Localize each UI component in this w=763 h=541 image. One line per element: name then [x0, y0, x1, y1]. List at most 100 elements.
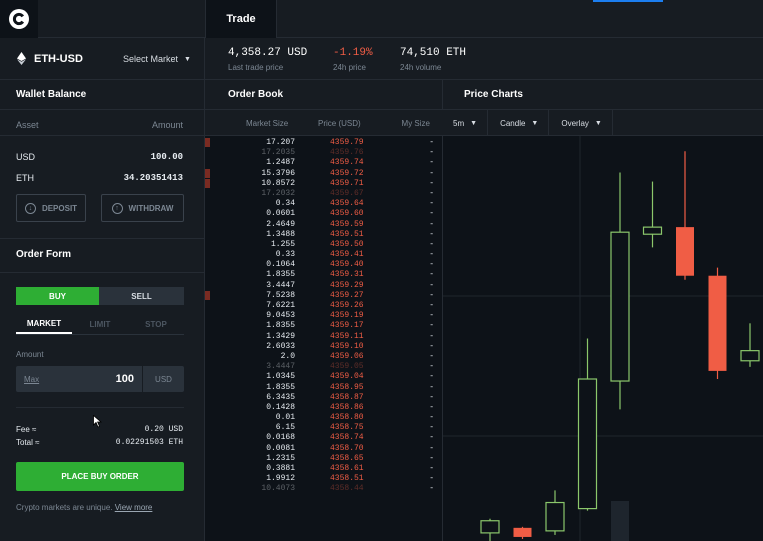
order-book-row[interactable]: 7.5238 4359.27 -: [205, 290, 443, 300]
tab-limit[interactable]: LIMIT: [89, 320, 111, 329]
row-my-size: -: [429, 464, 434, 473]
order-book-row[interactable]: 0.0168 4358.74 -: [205, 432, 443, 442]
wallet-divider: [0, 135, 205, 136]
order-book-row[interactable]: 3.4447 4359.05 -: [205, 361, 443, 371]
row-my-size: -: [429, 474, 434, 484]
row-my-size: -: [429, 148, 434, 158]
order-book-row[interactable]: 1.3429 4359.11 -: [205, 331, 443, 341]
row-price: 4359.04: [330, 372, 364, 382]
view-more-link[interactable]: View more: [114, 503, 153, 512]
row-my-size: -: [429, 392, 434, 402]
row-market-size: 1.8355: [266, 270, 295, 280]
order-book-row[interactable]: 6.15 4358.75 -: [205, 422, 443, 432]
order-book-row[interactable]: 2.6033 4359.10 -: [205, 341, 443, 351]
row-price: 4359.17: [330, 321, 364, 331]
row-price: 4358.44: [330, 484, 364, 494]
order-book-row[interactable]: 0.0081 4358.70 -: [205, 443, 443, 453]
order-book-row[interactable]: 9.0453 4359.19 -: [205, 310, 443, 320]
price-charts-panel: 5m ▼ Candle ▼ Overlay ▼: [443, 110, 763, 541]
row-price: 4359.72: [330, 168, 364, 178]
order-book-row[interactable]: 17.2032 4359.67 -: [205, 188, 443, 198]
usd-amount: 100.00: [150, 152, 183, 162]
order-book-row[interactable]: 1.2487 4359.74 -: [205, 157, 443, 167]
order-form-title-divider: [0, 272, 205, 273]
select-market-button[interactable]: Select Market ▼: [123, 54, 191, 64]
row-market-size: 1.255: [270, 239, 295, 249]
order-book-row[interactable]: 0.1064 4359.40 -: [205, 259, 443, 269]
row-market-size: 2.0: [280, 351, 295, 361]
row-market-size: 17.207: [266, 138, 295, 147]
row-market-size: 10.4073: [261, 484, 295, 494]
sell-toggle[interactable]: SELL: [99, 287, 184, 305]
row-price: 4359.64: [330, 199, 364, 209]
order-book-row[interactable]: 0.01 4358.80 -: [205, 412, 443, 422]
amount-field[interactable]: Max 100 USD: [16, 366, 184, 392]
order-book-row[interactable]: 1.8355 4359.17 -: [205, 320, 443, 330]
order-book-row[interactable]: 1.8355 4359.31 -: [205, 269, 443, 279]
row-price: 4359.67: [330, 188, 364, 198]
eth-asset-label: ETH: [16, 173, 34, 183]
my-size-column: My Size: [401, 119, 430, 128]
order-book-row[interactable]: 15.3796 4359.72 -: [205, 168, 443, 178]
order-book-row[interactable]: 1.255 4359.50 -: [205, 239, 443, 249]
order-book-row[interactable]: 7.6221 4359.26 -: [205, 300, 443, 310]
buy-toggle[interactable]: BUY: [16, 287, 99, 305]
row-market-size: 0.3881: [266, 464, 295, 473]
row-price: 4359.31: [330, 270, 364, 280]
candle-body: [610, 231, 630, 382]
candlestick-chart[interactable]: [443, 136, 763, 541]
volume-bar: [611, 501, 629, 541]
order-book-row[interactable]: 2.4649 4359.59 -: [205, 219, 443, 229]
tab-trade[interactable]: Trade: [205, 0, 277, 38]
order-book-row[interactable]: 0.34 4359.64 -: [205, 198, 443, 208]
row-my-size: -: [429, 250, 434, 260]
order-book-row[interactable]: 6.3435 4358.87 -: [205, 392, 443, 402]
overlay-dropdown[interactable]: Overlay ▼: [549, 110, 613, 136]
row-price: 4359.10: [330, 341, 364, 351]
row-my-size: -: [429, 209, 434, 219]
order-book-row[interactable]: 17.207 4359.79 -: [205, 137, 443, 147]
chart-style-dropdown[interactable]: Candle ▼: [488, 110, 550, 136]
order-book-row[interactable]: 1.8355 4358.95 -: [205, 382, 443, 392]
price-column: Price (USD): [318, 119, 361, 128]
place-buy-order-button[interactable]: PLACE BUY ORDER: [16, 462, 184, 491]
coinbase-logo-icon[interactable]: [0, 0, 38, 38]
interval-label: 5m: [453, 118, 465, 128]
depth-bar: [205, 290, 210, 300]
order-book-row[interactable]: 0.0601 4359.60 -: [205, 208, 443, 218]
deposit-button[interactable]: ↓ DEPOSIT: [16, 194, 86, 222]
interval-dropdown[interactable]: 5m ▼: [443, 110, 489, 136]
row-my-size: -: [429, 270, 434, 280]
withdraw-button[interactable]: ↑ WITHDRAW: [101, 194, 184, 222]
order-book-row[interactable]: 1.0345 4359.04 -: [205, 371, 443, 381]
chevron-down-icon: ▼: [531, 119, 539, 127]
order-book-row[interactable]: 10.8572 4359.71 -: [205, 178, 443, 188]
market-bar: ETH-USD Select Market ▼ 4,358.27 USD Las…: [0, 38, 763, 80]
row-price: 4359.27: [330, 290, 364, 300]
tab-stop[interactable]: STOP: [145, 320, 167, 329]
row-market-size: 1.8355: [266, 321, 295, 331]
mouse-cursor-icon: [93, 414, 103, 428]
order-book-header: Order Book: [205, 80, 443, 110]
candle-body: [545, 501, 565, 532]
order-book-row[interactable]: 17.2035 4359.76 -: [205, 147, 443, 157]
order-book-row[interactable]: 1.9912 4358.51 -: [205, 473, 443, 483]
tab-market[interactable]: MARKET: [16, 315, 72, 334]
usd-asset-label: USD: [16, 152, 36, 162]
row-price: 4359.41: [330, 250, 364, 260]
order-book-row[interactable]: 0.3881 4358.61 -: [205, 463, 443, 473]
max-link[interactable]: Max: [24, 375, 40, 384]
order-book-row[interactable]: 1.2315 4358.65 -: [205, 453, 443, 463]
order-book-row[interactable]: 3.4447 4359.29 -: [205, 280, 443, 290]
row-market-size: 10.8572: [261, 178, 295, 188]
row-market-size: 1.3429: [266, 331, 295, 341]
order-book-row[interactable]: 0.33 4359.41 -: [205, 249, 443, 259]
row-market-size: 0.0081: [266, 443, 295, 453]
order-book-row[interactable]: 0.1428 4358.86 -: [205, 402, 443, 412]
order-book-row[interactable]: 2.0 4359.06 -: [205, 351, 443, 361]
row-price: 4358.61: [330, 464, 364, 473]
order-book-row[interactable]: 1.3488 4359.51 -: [205, 229, 443, 239]
amount-input[interactable]: 100: [115, 373, 134, 385]
order-book-row[interactable]: 10.4073 4358.44 -: [205, 483, 443, 493]
chevron-down-icon: ▼: [184, 55, 191, 63]
